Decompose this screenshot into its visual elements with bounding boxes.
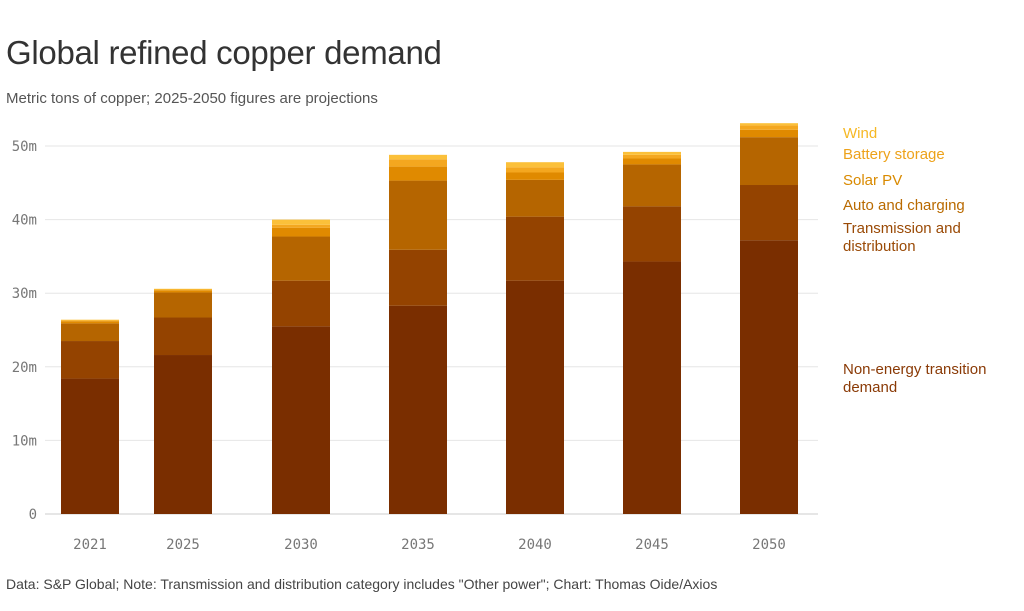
- bar-segment: [154, 288, 212, 290]
- legend-label: Solar PV: [843, 172, 902, 189]
- legend-label: Wind: [843, 125, 877, 142]
- bar-segment: [389, 159, 447, 167]
- bar-segment: [154, 317, 212, 356]
- bar-segment: [61, 378, 119, 514]
- bar-segment: [61, 321, 119, 324]
- bar-segment: [272, 236, 330, 281]
- bar-layer: [61, 123, 798, 514]
- bar-segment: [61, 320, 119, 322]
- bar-segment: [154, 290, 212, 293]
- y-tick-label: 30m: [12, 286, 37, 302]
- bar-segment: [389, 154, 447, 160]
- x-tick-label: 2040: [518, 537, 552, 553]
- bar-segment: [272, 280, 330, 327]
- bar-segment: [154, 289, 212, 291]
- bar-segment: [61, 341, 119, 379]
- source-note: Data: S&P Global; Note: Transmission and…: [6, 576, 718, 592]
- bar-segment: [272, 219, 330, 225]
- bar-segment: [740, 123, 798, 126]
- bar-segment: [740, 240, 798, 514]
- y-tick-label: 0: [29, 507, 37, 523]
- bar-segment: [506, 216, 564, 281]
- axis-layer: 0 10m 20m 30m 40m 50m 2021 2025 2030 2035 2040 2045…: [12, 139, 786, 553]
- bar-segment: [389, 249, 447, 306]
- bar-segment: [389, 180, 447, 250]
- bar-segment: [740, 129, 798, 138]
- bar-segment: [740, 137, 798, 186]
- bar-segment: [61, 319, 119, 321]
- y-tick-label: 20m: [12, 360, 37, 376]
- bar-segment: [154, 355, 212, 514]
- bar-segment: [506, 167, 564, 173]
- bar-segment: [623, 151, 681, 155]
- legend-layer: Non-energy transition demand Transmission …: [843, 125, 986, 396]
- x-tick-label: 2030: [284, 537, 318, 553]
- bar-segment: [623, 261, 681, 514]
- x-tick-label: 2050: [752, 537, 786, 553]
- bar-segment: [154, 292, 212, 318]
- bar-segment: [389, 166, 447, 181]
- bar-segment: [623, 164, 681, 207]
- x-tick-label: 2025: [166, 537, 200, 553]
- bar-segment: [623, 154, 681, 159]
- y-tick-label: 10m: [12, 433, 37, 449]
- chart-subtitle: Metric tons of copper; 2025-2050 figures…: [6, 90, 378, 107]
- bar-segment: [623, 158, 681, 165]
- bar-segment: [272, 227, 330, 237]
- bar-segment: [506, 172, 564, 180]
- bar-segment: [389, 305, 447, 514]
- bar-segment: [272, 326, 330, 514]
- legend-label: Battery storage: [843, 146, 945, 163]
- bar-segment: [740, 185, 798, 241]
- bar-segment: [506, 162, 564, 168]
- x-tick-label: 2045: [635, 537, 669, 553]
- legend-label: Non-energy transition demand: [843, 361, 986, 396]
- bar-segment: [623, 206, 681, 262]
- bar-segment: [740, 125, 798, 130]
- chart-title: Global refined copper demand: [6, 34, 442, 71]
- bar-segment: [272, 224, 330, 228]
- bar-segment: [61, 323, 119, 342]
- x-tick-label: 2021: [73, 537, 107, 553]
- bar-segment: [506, 179, 564, 217]
- x-tick-label: 2035: [401, 537, 435, 553]
- legend-label: Transmission and distribution: [843, 220, 961, 255]
- legend-label: Auto and charging: [843, 197, 965, 214]
- bar-segment: [506, 280, 564, 514]
- y-tick-label: 50m: [12, 139, 37, 155]
- y-tick-label: 40m: [12, 213, 37, 229]
